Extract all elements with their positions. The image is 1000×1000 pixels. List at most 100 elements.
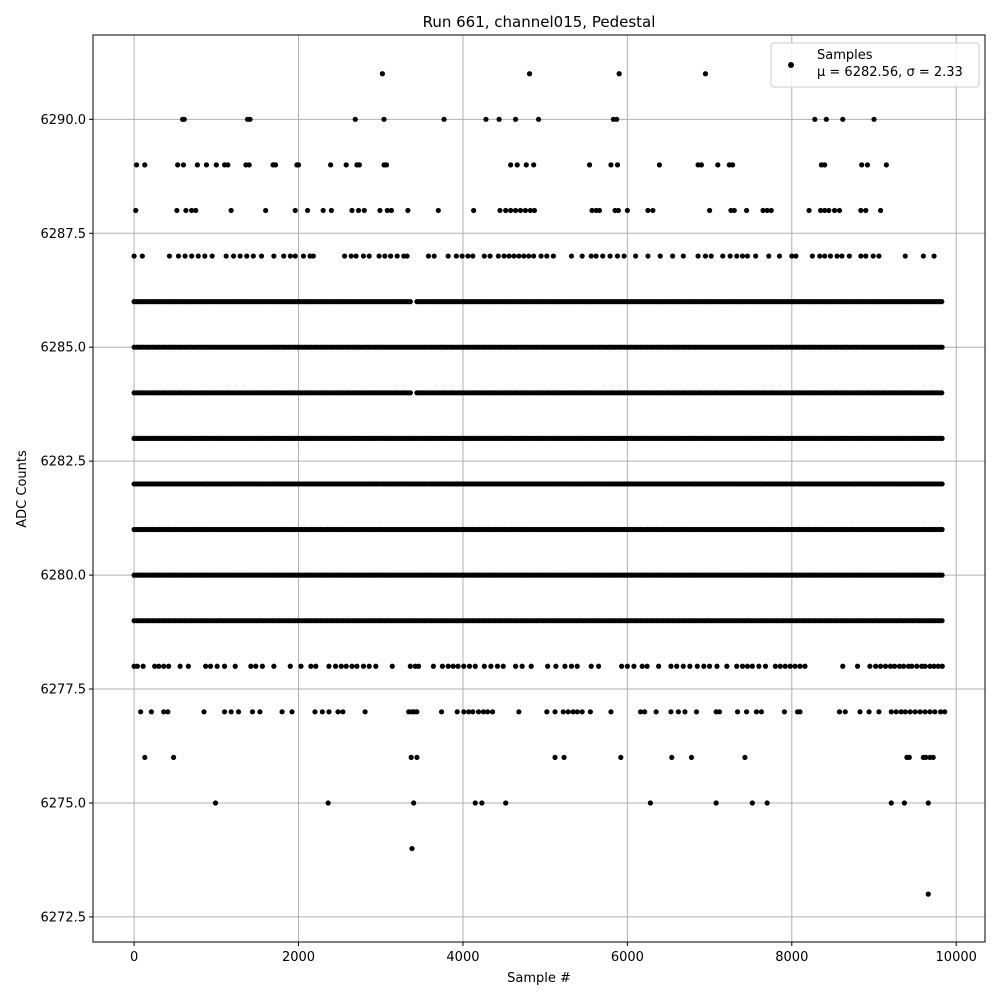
data-point bbox=[714, 663, 720, 669]
data-point bbox=[394, 253, 400, 259]
data-point bbox=[479, 800, 485, 806]
data-point bbox=[836, 709, 843, 715]
data-point bbox=[203, 162, 210, 168]
data-point bbox=[792, 663, 798, 669]
data-point bbox=[366, 253, 372, 259]
data-point bbox=[842, 709, 848, 715]
data-point bbox=[730, 162, 736, 168]
data-point bbox=[802, 663, 808, 669]
data-point bbox=[931, 253, 937, 259]
data-point bbox=[531, 162, 537, 168]
data-point bbox=[766, 253, 772, 259]
y-tick-label: 6280.0 bbox=[41, 569, 87, 584]
data-point bbox=[608, 709, 614, 715]
data-point bbox=[461, 709, 467, 715]
data-point bbox=[475, 709, 482, 715]
data-point bbox=[140, 663, 146, 669]
data-point bbox=[466, 709, 472, 715]
data-point bbox=[927, 663, 933, 669]
data-point bbox=[138, 709, 144, 715]
data-point bbox=[749, 663, 755, 669]
data-point bbox=[876, 709, 882, 715]
data-point bbox=[777, 663, 783, 669]
data-point bbox=[152, 663, 158, 669]
data-point bbox=[244, 253, 250, 259]
data-point bbox=[459, 253, 465, 259]
data-point bbox=[615, 207, 621, 214]
data-point bbox=[624, 663, 630, 669]
data-point bbox=[349, 663, 355, 669]
data-point bbox=[942, 709, 948, 715]
data-point bbox=[901, 663, 907, 669]
data-point bbox=[877, 207, 884, 214]
data-point bbox=[589, 207, 595, 214]
data-point bbox=[156, 663, 162, 669]
data-point bbox=[414, 709, 420, 715]
data-point bbox=[715, 162, 721, 168]
data-point bbox=[535, 116, 542, 122]
legend-marker bbox=[788, 62, 794, 68]
data-point bbox=[221, 709, 228, 715]
data-point bbox=[271, 663, 277, 669]
data-point bbox=[508, 162, 514, 168]
data-point bbox=[310, 253, 316, 259]
data-point bbox=[896, 663, 903, 669]
data-point bbox=[831, 207, 838, 214]
data-point bbox=[165, 709, 171, 715]
data-point bbox=[201, 709, 207, 715]
legend-series-stats: μ = 6282.56, σ = 2.33 bbox=[817, 65, 963, 80]
data-point bbox=[887, 663, 894, 669]
legend: Samples μ = 6282.56, σ = 2.33 bbox=[770, 42, 980, 88]
data-point bbox=[688, 754, 695, 761]
data-point bbox=[512, 207, 519, 214]
data-point bbox=[170, 754, 177, 761]
data-point bbox=[494, 663, 501, 669]
data-points bbox=[131, 71, 948, 897]
data-point bbox=[922, 663, 928, 669]
data-point bbox=[300, 253, 307, 259]
data-point bbox=[247, 116, 253, 122]
data-point bbox=[189, 253, 195, 259]
x-tick-label: 2000 bbox=[282, 950, 315, 965]
data-point bbox=[228, 709, 234, 715]
data-point bbox=[734, 663, 740, 669]
data-point bbox=[588, 663, 594, 669]
data-point bbox=[812, 116, 818, 122]
data-point bbox=[923, 754, 929, 761]
data-point bbox=[185, 663, 191, 669]
data-point bbox=[836, 207, 843, 214]
data-point bbox=[925, 891, 931, 897]
data-point bbox=[642, 709, 648, 715]
data-point bbox=[235, 709, 242, 715]
data-point bbox=[415, 663, 422, 669]
data-point bbox=[327, 162, 334, 168]
data-point bbox=[772, 663, 778, 669]
data-point bbox=[328, 207, 335, 214]
data-point bbox=[565, 709, 571, 715]
data-point bbox=[430, 663, 436, 669]
data-point bbox=[348, 253, 354, 259]
data-point bbox=[809, 253, 815, 259]
data-point bbox=[523, 162, 529, 168]
data-point bbox=[213, 162, 219, 168]
data-point bbox=[614, 162, 621, 168]
data-point bbox=[221, 663, 228, 669]
data-point bbox=[693, 709, 700, 715]
data-point bbox=[212, 800, 219, 806]
data-point bbox=[325, 800, 331, 806]
x-tick-label: 0 bbox=[130, 950, 138, 965]
data-point bbox=[753, 709, 760, 715]
data-point bbox=[312, 709, 318, 715]
data-point bbox=[298, 663, 304, 669]
data-point bbox=[882, 663, 889, 669]
data-point bbox=[624, 207, 630, 214]
data-point bbox=[826, 207, 832, 214]
data-point bbox=[764, 207, 770, 214]
data-point bbox=[258, 253, 265, 259]
data-point bbox=[250, 253, 256, 259]
data-point bbox=[470, 253, 476, 259]
x-tick-label: 6000 bbox=[611, 950, 644, 965]
y-tick-label: 6277.5 bbox=[41, 683, 87, 698]
data-point bbox=[480, 709, 487, 715]
data-point bbox=[724, 663, 730, 669]
